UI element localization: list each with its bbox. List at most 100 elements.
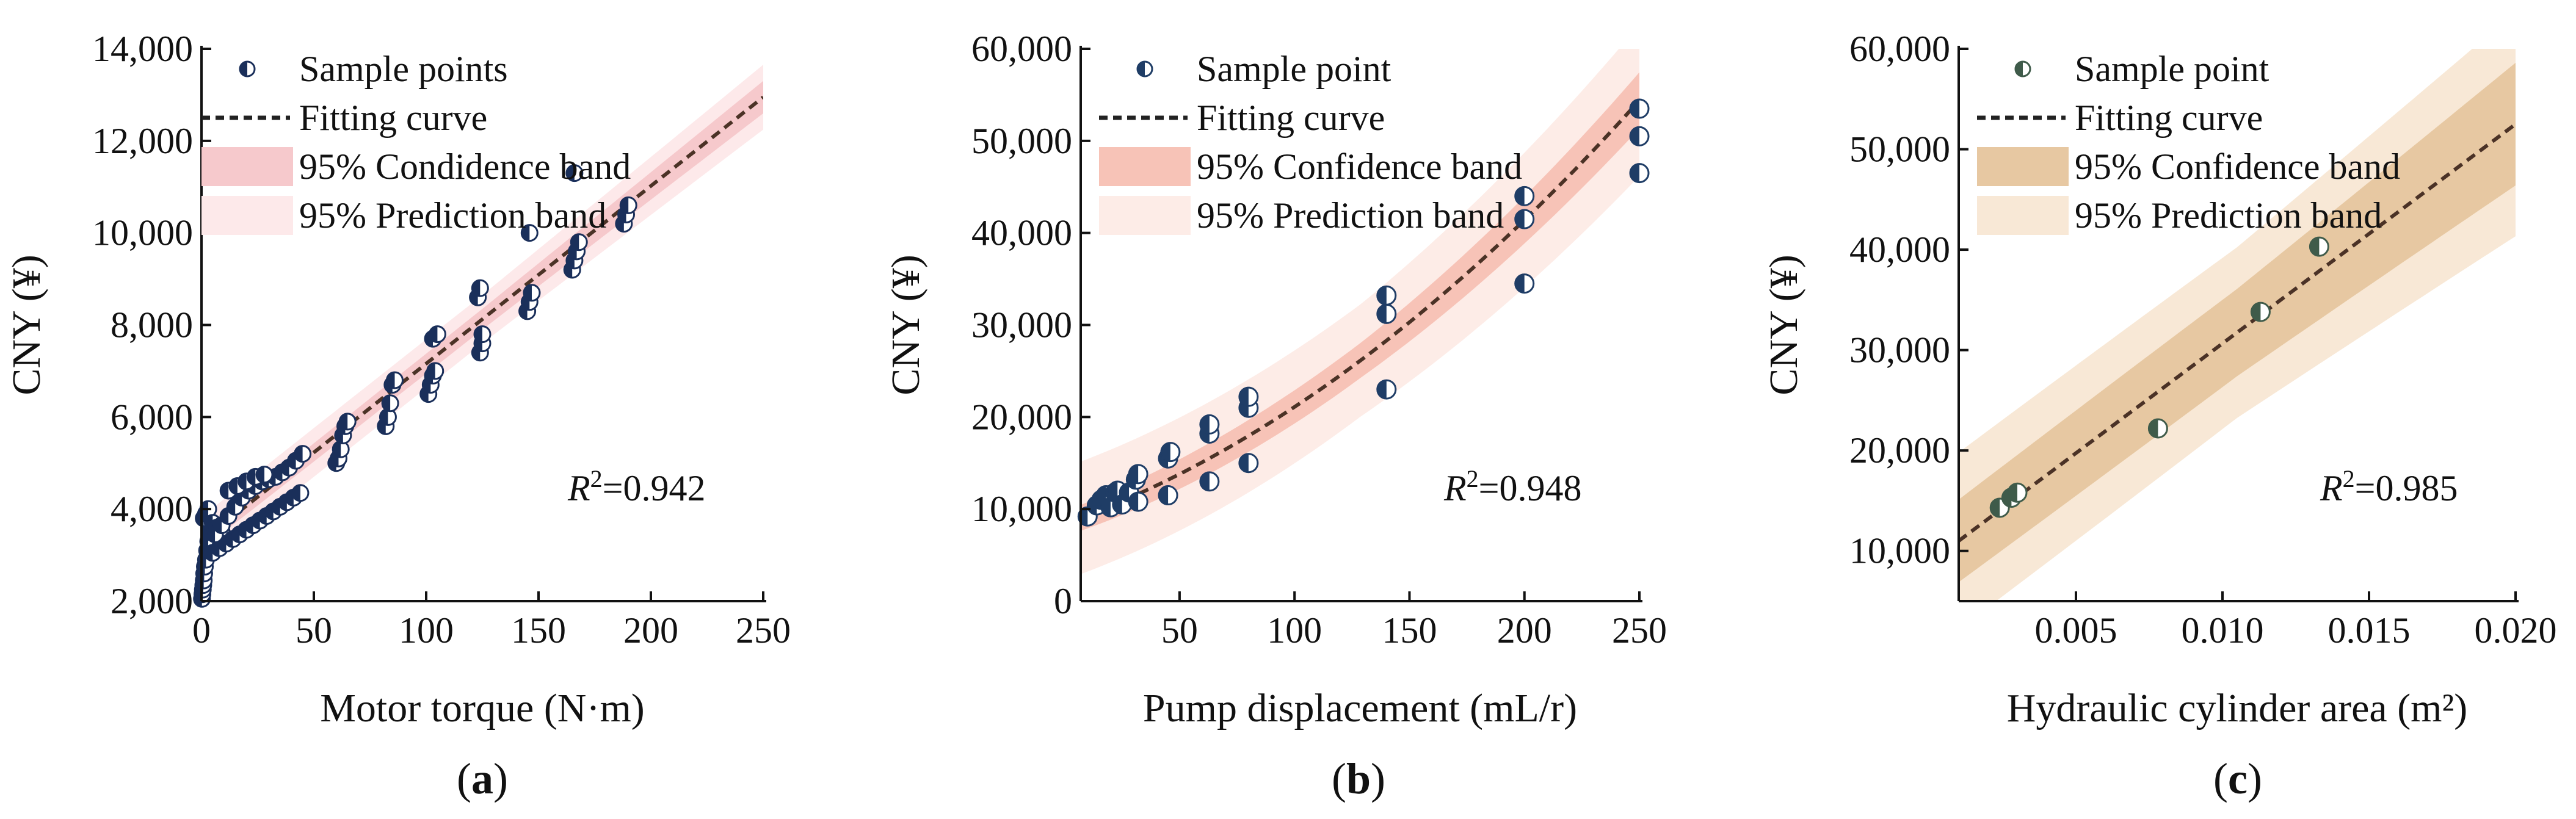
panel-b-y-tick-label: 60,000 bbox=[971, 29, 1072, 69]
panel-a-caption: (a) bbox=[457, 754, 508, 803]
panel-b-ticks: 0 10,000 20,000 30,000 40,000 50,000 60,000 50 1… bbox=[971, 29, 1667, 651]
panel-c-caption: (c) bbox=[2213, 754, 2262, 803]
panel-b-sample-point bbox=[1158, 485, 1178, 506]
panel-b-sample-point bbox=[1376, 285, 1397, 306]
panel-b-sample-point bbox=[1238, 453, 1259, 474]
panel-b-legend-conf-swatch bbox=[1099, 147, 1191, 186]
panel-a-sample-point bbox=[338, 413, 357, 431]
panel-c-y-tick-label: 60,000 bbox=[1849, 29, 1950, 69]
panel-b-legend: Sample point Fitting curve 95% Confidenc… bbox=[1099, 49, 1522, 236]
panel-a-y-tick-label: 10,000 bbox=[92, 213, 193, 253]
panel-c-legend-sample-label: Sample point bbox=[2075, 49, 2269, 89]
panel-c-sample-point bbox=[2250, 301, 2271, 322]
panel-a-sample-point bbox=[255, 466, 274, 484]
panel-a-sample-point bbox=[520, 224, 539, 242]
panel-a-x-tick-label: 250 bbox=[736, 610, 791, 651]
panel-a-y-tick-label: 6,000 bbox=[111, 397, 193, 437]
panel-b-r2-value: =0.948 bbox=[1479, 468, 1582, 508]
panel-b-legend-prediction-label: 95% Prediction band bbox=[1197, 195, 1504, 236]
panel-a-ticks: 2,000 4,000 6,000 8,000 10,000 12,000 14,000 0 5… bbox=[92, 29, 791, 651]
panel-b-fit-layer bbox=[1081, 99, 1639, 520]
panel-b-y-tick-label: 10,000 bbox=[971, 489, 1072, 529]
panel-b-sample-point bbox=[1376, 303, 1397, 324]
panel-b-fit-curve bbox=[1081, 99, 1639, 520]
panel-a-sample-point bbox=[294, 445, 312, 463]
panel-a-x-tick-label: 50 bbox=[296, 610, 332, 651]
panel-c-legend-pred-swatch bbox=[1977, 196, 2069, 235]
panel-a-legend: Sample points Fitting curve 95% Condiden… bbox=[201, 49, 631, 236]
panel-a-caption-letter: a bbox=[471, 754, 493, 803]
panel-b: 0 10,000 20,000 30,000 40,000 50,000 60,000 50 1… bbox=[883, 29, 1667, 803]
panel-b-sample-point bbox=[1160, 442, 1181, 463]
panel-b-caption: (b) bbox=[1332, 754, 1385, 803]
panel-b-x-axis-label: Pump displacement (mL/r) bbox=[1143, 686, 1577, 731]
panel-c-r2-value: =0.985 bbox=[2355, 468, 2458, 508]
panel-a-legend-confidence-label: 95% Condidence band bbox=[299, 146, 631, 187]
panel-a-points bbox=[193, 164, 637, 608]
panel-b-sample-point bbox=[1238, 386, 1259, 407]
panel-b-x-tick-label: 200 bbox=[1497, 610, 1552, 651]
panel-c-sample-point bbox=[2147, 418, 2168, 439]
panel-a-legend-conf-swatch bbox=[201, 147, 293, 186]
panel-a-sample-point bbox=[523, 284, 541, 302]
panel-b-y-axis-label: CNY (¥) bbox=[883, 254, 928, 395]
panel-c-fit-layer bbox=[1959, 123, 2516, 543]
panel-b-sample-point bbox=[1199, 471, 1220, 492]
panel-a-sample-point bbox=[379, 408, 397, 426]
panel-b-sample-point bbox=[1128, 464, 1148, 485]
panel-c-sample-point bbox=[2007, 482, 2028, 503]
panel-c-x-tick-label: 0.015 bbox=[2328, 610, 2411, 651]
panel-b-caption-letter: b bbox=[1346, 754, 1371, 803]
panel-a-x-axis-label: Motor torque (N·m) bbox=[320, 686, 645, 731]
panel-c-legend-conf-swatch bbox=[1977, 147, 2069, 186]
panel-c-legend: Sample point Fitting curve 95% Confidenc… bbox=[1977, 49, 2400, 236]
panel-a-sample-point bbox=[428, 325, 446, 344]
panel-a-sample-point bbox=[619, 196, 637, 214]
panel-c-y-tick-label: 50,000 bbox=[1849, 129, 1950, 170]
panel-a-x-tick-label: 200 bbox=[623, 610, 678, 651]
panel-c-fit-curve bbox=[1959, 123, 2516, 543]
panel-a-x-tick-label: 100 bbox=[399, 610, 454, 651]
panel-c-legend-marker-icon bbox=[2014, 60, 2031, 78]
panel-a-r2-value: =0.942 bbox=[603, 468, 706, 508]
panel-c-sample-point bbox=[2309, 236, 2329, 257]
panel-a-y-tick-label: 4,000 bbox=[111, 489, 193, 529]
panel-b-y-tick-label: 50,000 bbox=[971, 121, 1072, 161]
panel-c-x-axis-label: Hydraulic cylinder area (m²) bbox=[2007, 686, 2468, 731]
panel-b-sample-point bbox=[1514, 186, 1535, 206]
panel-c-x-tick-label: 0.005 bbox=[2035, 610, 2117, 651]
panel-a-y-tick-label: 14,000 bbox=[92, 29, 193, 69]
panel-a-sample-point bbox=[570, 233, 588, 251]
panel-b-y-tick-label: 0 bbox=[1054, 581, 1072, 621]
panel-c-y-tick-label: 20,000 bbox=[1849, 430, 1950, 471]
panel-b-y-tick-label: 20,000 bbox=[971, 397, 1072, 437]
panel-a-sample-point bbox=[426, 362, 444, 380]
panel-b-sample-point bbox=[1199, 414, 1220, 435]
panel-b-sample-point bbox=[1514, 273, 1535, 294]
panel-a-legend-fit-label: Fitting curve bbox=[299, 98, 487, 138]
panel-c-ticks: 10,000 20,000 30,000 40,000 50,000 60,000 0.00… bbox=[1849, 29, 2557, 651]
panel-c-y-tick-label: 10,000 bbox=[1849, 531, 1950, 571]
panel-c-y-axis-label: CNY (¥) bbox=[1761, 254, 1806, 395]
panel-c-y-tick-label: 30,000 bbox=[1849, 330, 1950, 370]
panel-c-bands bbox=[1959, 49, 2516, 601]
panel-b-x-tick-label: 150 bbox=[1382, 610, 1437, 651]
panel-a-legend-pred-swatch bbox=[201, 196, 293, 235]
panel-b-r2-annotation: R2=0.948 bbox=[1443, 465, 1582, 509]
panel-a-sample-point bbox=[291, 484, 310, 502]
panel-b-legend-confidence-label: 95% Confidence band bbox=[1197, 146, 1522, 187]
panel-c-legend-prediction-label: 95% Prediction band bbox=[2075, 195, 2382, 236]
panel-c-legend-fit-label: Fitting curve bbox=[2075, 98, 2263, 138]
panel-a-y-axis-label: CNY (¥) bbox=[4, 254, 49, 395]
panel-b-x-tick-label: 50 bbox=[1161, 610, 1198, 651]
panel-a-x-tick-label: 0 bbox=[192, 610, 211, 651]
panel-b-points bbox=[1077, 98, 1650, 527]
panel-a-y-tick-label: 12,000 bbox=[92, 121, 193, 161]
panel-a-sample-point bbox=[565, 164, 584, 182]
panel-b-x-tick-label: 100 bbox=[1267, 610, 1322, 651]
panel-b-sample-point bbox=[1629, 98, 1650, 119]
panel-b-y-tick-label: 40,000 bbox=[971, 213, 1072, 253]
panel-b-legend-pred-swatch bbox=[1099, 196, 1191, 235]
panel-c: 10,000 20,000 30,000 40,000 50,000 60,000 0.00… bbox=[1761, 29, 2557, 803]
